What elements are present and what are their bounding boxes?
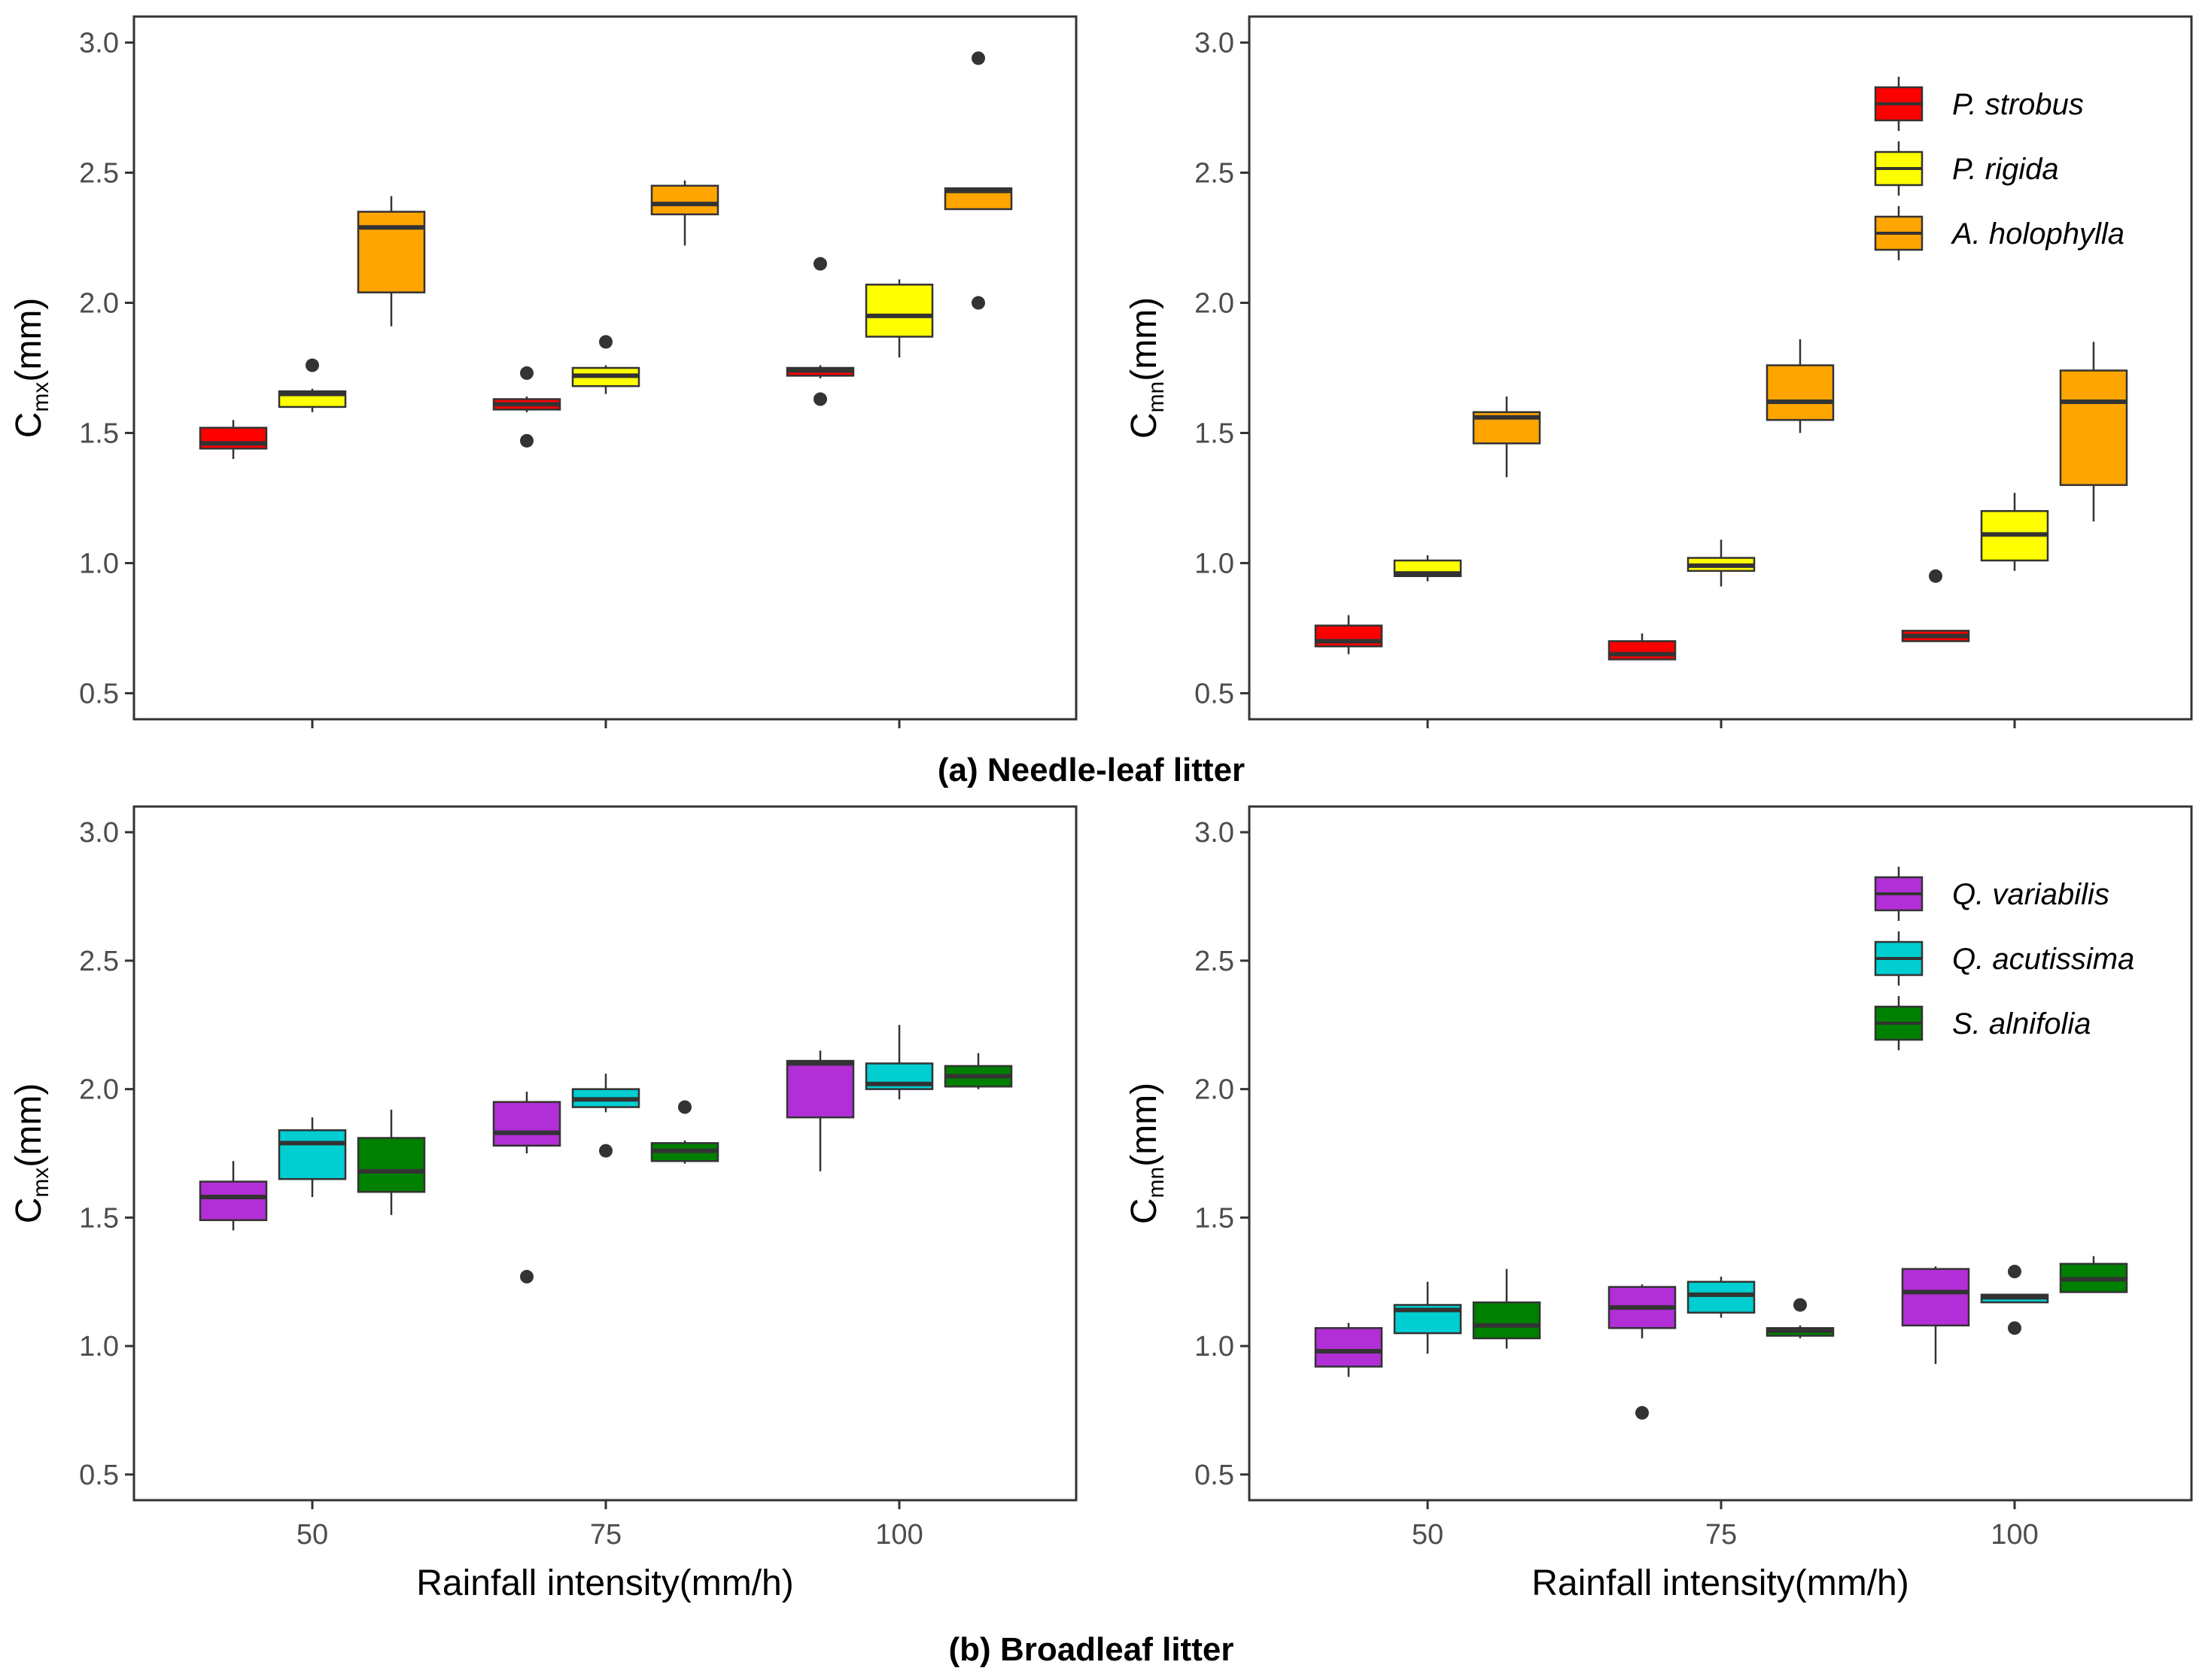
panel-broad-max: 0.5 1.0 1.5 2.0 2.5 3.0 50 75 100: [79, 817, 1013, 1551]
outlier-point: [1793, 1298, 1807, 1312]
box: [1901, 1268, 1970, 1327]
y-tick-label: 3.0: [79, 28, 119, 59]
outlier-point: [599, 1144, 613, 1158]
legend-label: Q. variabilis: [1952, 878, 2109, 911]
legend-label: P. rigida: [1952, 153, 2059, 186]
legend-label: P. strobus: [1952, 88, 2084, 121]
y-tick-label: 1.5: [1194, 1202, 1234, 1234]
box: [357, 1137, 426, 1193]
x-tick-label: 100: [1991, 1519, 2038, 1551]
y-tick-label: 2.0: [79, 288, 119, 320]
panel-needle-max: 0.5 1.0 1.5 2.0 2.5 3.0: [79, 28, 1013, 728]
outlier-point: [814, 257, 827, 271]
outlier-point: [972, 51, 985, 65]
y-tick-label: 2.0: [1194, 1074, 1234, 1106]
panel-needle-min: 0.5 1.0 1.5 2.0 2.5 3.0 P. strobus P. rigida A. …: [1194, 28, 2128, 728]
x-tick-label: 100: [875, 1519, 923, 1551]
outlier-point: [2008, 1321, 2021, 1335]
y-tick-label: 1.5: [79, 1202, 119, 1234]
y-tick-label: 3.0: [1194, 817, 1234, 849]
panel-broad-min: 0.5 1.0 1.5 2.0 2.5 3.0 50 75 100 Q. variabilis Q.…: [1194, 817, 2134, 1551]
y-tick-label: 0.5: [79, 1460, 119, 1491]
x-axis-title-broad-min: Rainfall intensity(mm/h): [1531, 1563, 1909, 1603]
box: [357, 211, 426, 293]
y-axis-title-needle-max: Cmx(mm): [9, 298, 53, 439]
outlier-point: [678, 1100, 692, 1114]
outlier-point: [1929, 569, 1942, 583]
outlier-point: [599, 335, 613, 349]
y-tick-label: 2.5: [79, 158, 119, 190]
box: [786, 1059, 855, 1119]
outlier-point: [520, 433, 534, 448]
legend-label: A. holophylla: [1951, 217, 2124, 251]
box: [865, 284, 934, 338]
y-tick-label: 1.0: [79, 1331, 119, 1363]
outlier-point: [520, 366, 534, 380]
box: [1686, 1281, 1756, 1314]
y-axis-title-needle-min: Cmn(mm): [1124, 297, 1169, 439]
box: [650, 184, 719, 216]
y-tick-label: 1.0: [1194, 1331, 1234, 1363]
y-tick-label: 1.0: [79, 548, 119, 579]
box: [1766, 364, 1835, 421]
box: [1314, 1326, 1383, 1368]
y-tick-label: 3.0: [79, 817, 119, 849]
box: [278, 1129, 347, 1180]
box: [1472, 1301, 1541, 1340]
outlier-point: [1635, 1405, 1649, 1420]
y-axis-title-broad-min: Cmn(mm): [1124, 1083, 1169, 1224]
caption-needle-leaf: (a) Needle-leaf litter: [938, 752, 1245, 788]
box: [492, 1101, 561, 1147]
box: [199, 1180, 268, 1222]
legend-label: Q. acutissima: [1952, 943, 2134, 976]
x-tick-label: 75: [590, 1519, 622, 1551]
box: [1607, 639, 1677, 661]
panel-frame-needle-min: [1248, 15, 2193, 721]
y-tick-label: 0.5: [1194, 1460, 1234, 1491]
legend-label: S. alnifolia: [1952, 1007, 2091, 1041]
y-axis-title-broad-max: Cmx(mm): [9, 1083, 53, 1224]
y-tick-label: 2.5: [1194, 158, 1234, 190]
y-tick-label: 1.0: [1194, 548, 1234, 579]
outlier-point: [520, 1269, 534, 1284]
y-tick-label: 2.5: [1194, 946, 1234, 977]
x-tick-label: 50: [1412, 1519, 1443, 1551]
outlier-point: [306, 358, 319, 372]
y-tick-label: 2.5: [79, 946, 119, 977]
y-tick-label: 0.5: [79, 678, 119, 709]
y-tick-label: 2.0: [79, 1074, 119, 1106]
y-tick-label: 0.5: [1194, 678, 1234, 709]
outlier-point: [814, 392, 827, 406]
y-tick-label: 1.5: [79, 418, 119, 449]
y-tick-label: 1.5: [1194, 418, 1234, 449]
box: [2059, 369, 2128, 486]
outlier-point: [2008, 1265, 2021, 1279]
x-axis-title-broad-max: Rainfall intensity(mm/h): [416, 1563, 793, 1603]
outlier-point: [972, 296, 985, 310]
y-tick-label: 3.0: [1194, 28, 1234, 59]
x-tick-label: 50: [297, 1519, 328, 1551]
caption-broadleaf: (b) Broadleaf litter: [949, 1631, 1234, 1668]
x-tick-label: 75: [1705, 1519, 1737, 1551]
y-tick-label: 2.0: [1194, 288, 1234, 320]
